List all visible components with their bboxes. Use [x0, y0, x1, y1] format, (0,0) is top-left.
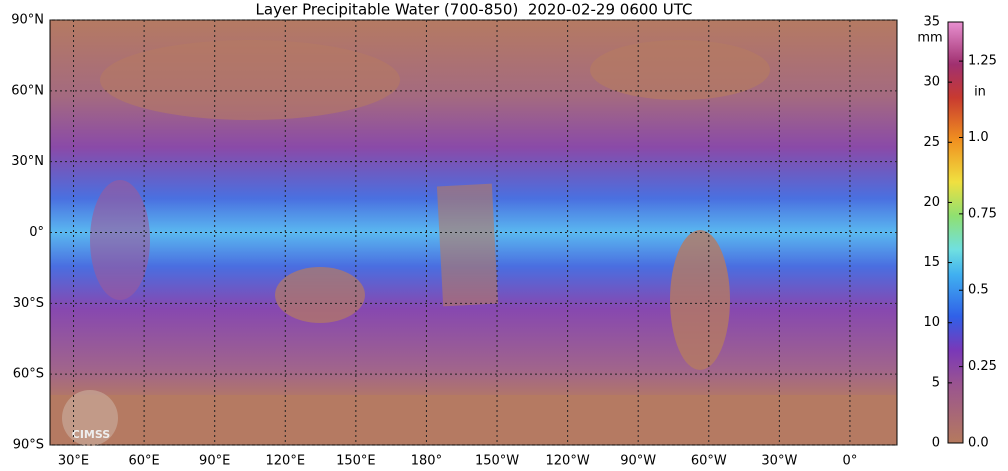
x-tick-label: 30°W	[761, 454, 797, 469]
colorbar-tick-label-2: 0.5	[968, 283, 989, 298]
x-tick-label: 90°E	[199, 454, 230, 469]
colorbar-label-2: in	[974, 85, 986, 100]
swath-gap	[436, 183, 499, 307]
colorbar-tick-label: 30	[923, 75, 940, 90]
logo-text: CIMSS	[72, 428, 111, 441]
x-tick-label: 30°E	[58, 454, 89, 469]
land	[90, 180, 150, 300]
y-tick-label: 60°S	[13, 367, 44, 382]
y-tick-label: 30°S	[13, 296, 44, 311]
colorbar-tick-label-2: 0.25	[968, 359, 997, 374]
colorbar-tick-label-2: 1.0	[968, 130, 989, 145]
colorbar-tick-label: 5	[932, 375, 940, 390]
x-tick-label: 150°W	[475, 454, 519, 469]
colorbar-tick-label: 15	[923, 255, 940, 270]
colorbar-tick-label: 0	[932, 436, 940, 451]
y-tick-label: 0°	[29, 225, 44, 240]
x-tick-label: 150°E	[336, 454, 376, 469]
logo: CIMSS	[62, 390, 118, 446]
antarctica	[50, 395, 897, 445]
colorbar-label: mm	[917, 31, 942, 46]
colorbar-tick-label: 20	[923, 195, 940, 210]
colorbar-tick-label-2: 0.75	[968, 206, 997, 221]
logo-badge	[62, 390, 118, 446]
y-tick-label: 90°S	[13, 438, 44, 453]
colorbar-tick-label: 35	[923, 15, 940, 30]
x-tick-label: 90°W	[620, 454, 656, 469]
colorbar	[947, 21, 964, 444]
x-tick-label: 120°W	[546, 454, 590, 469]
colorbar-tick-label: 10	[923, 315, 940, 330]
land	[670, 230, 730, 370]
y-tick-label: 90°N	[11, 13, 44, 28]
land	[275, 267, 365, 323]
x-tick-label: 180°	[411, 454, 442, 469]
colorbar-tick-label-2: 1.25	[968, 54, 997, 69]
map	[50, 20, 897, 445]
x-tick-label: 60°E	[128, 454, 159, 469]
x-tick-label: 120°E	[266, 454, 306, 469]
chart-title: Layer Precipitable Water (700-850) 2020-…	[256, 1, 693, 19]
colorbar-tick-label: 25	[923, 135, 940, 150]
land	[100, 40, 400, 120]
x-tick-label: 0°	[843, 454, 858, 469]
x-tick-label: 60°W	[691, 454, 727, 469]
colorbar-tick-label-2: 0.0	[968, 436, 989, 451]
y-tick-label: 30°N	[11, 154, 44, 169]
land	[590, 40, 770, 100]
y-tick-label: 60°N	[11, 83, 44, 98]
